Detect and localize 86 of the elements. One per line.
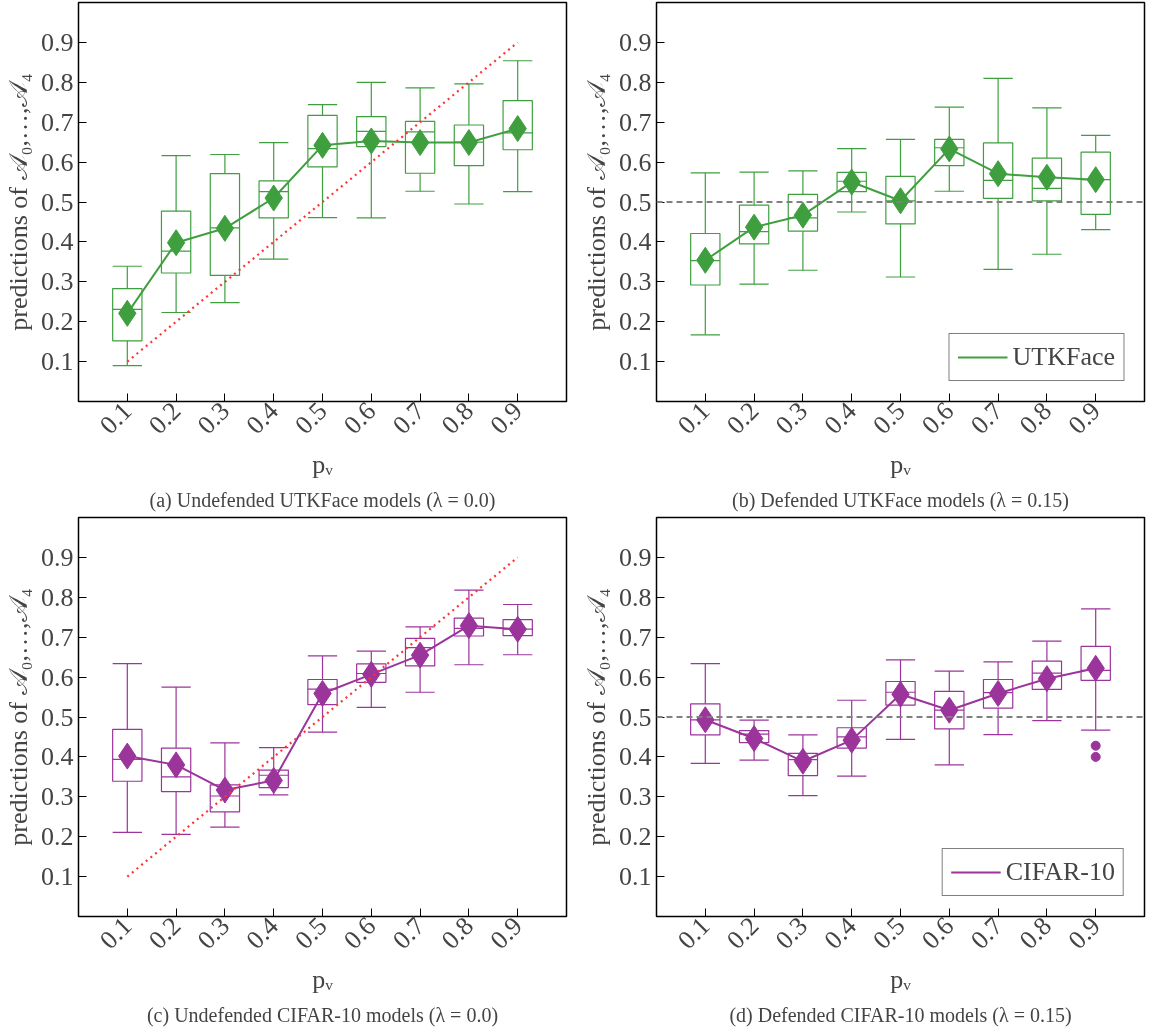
x-tick-label: 0.2 xyxy=(142,911,187,955)
y-tick-label: 0.4 xyxy=(41,742,74,772)
x-axis-title: pᵥ xyxy=(312,964,334,994)
y-tick-label: 0.4 xyxy=(619,742,652,772)
y-tick-label: 0.8 xyxy=(619,67,652,97)
x-tick-label: 0.8 xyxy=(1013,396,1058,440)
x-tick-label: 0.3 xyxy=(769,911,814,955)
y-tick-label: 0.1 xyxy=(41,347,74,377)
x-tick-label: 0.8 xyxy=(435,911,480,955)
y-axis-title: predictions of 𝒜₀,…,𝒜₄ xyxy=(582,73,611,331)
x-tick-label: 0.7 xyxy=(386,396,431,440)
y-tick-label: 0.7 xyxy=(41,107,74,137)
y-tick-label: 0.8 xyxy=(619,582,652,612)
y-tick-label: 0.6 xyxy=(619,147,652,177)
y-tick-label: 0.5 xyxy=(619,187,652,217)
x-tick-label: 0.7 xyxy=(964,396,1009,440)
y-tick-label: 0.1 xyxy=(619,862,652,892)
x-tick-label: 0.5 xyxy=(867,911,911,955)
text: (b) Defended UTKFace models (λ = 0.15) xyxy=(732,488,1069,512)
y-tick-label: 0.9 xyxy=(41,542,74,572)
x-tick-label: 0.3 xyxy=(191,396,236,440)
y-tick-label: 0.9 xyxy=(619,542,652,572)
x-tick-label: 0.1 xyxy=(672,911,716,955)
y-tick-label: 0.3 xyxy=(41,782,74,812)
legend-label: CIFAR-10 xyxy=(1005,857,1115,887)
text: (d) Defended CIFAR-10 models (λ = 0.15) xyxy=(729,1003,1072,1027)
y-tick-label: 0.4 xyxy=(619,227,652,257)
x-tick-label: 0.3 xyxy=(769,396,814,440)
x-tick-label: 0.8 xyxy=(435,396,480,440)
x-tick-label: 0.4 xyxy=(818,911,862,955)
x-tick-label: 0.8 xyxy=(1013,911,1058,955)
x-tick-label: 0.2 xyxy=(720,911,765,955)
x-axis-title: pᵥ xyxy=(312,449,334,479)
y-tick-label: 0.5 xyxy=(41,702,74,732)
x-tick-label: 0.7 xyxy=(964,911,1009,955)
y-tick-label: 0.7 xyxy=(619,107,652,137)
y-axis-title: predictions of 𝒜₀,…,𝒜₄ xyxy=(582,588,611,846)
x-tick-label: 0.9 xyxy=(1062,396,1106,440)
x-tick-label: 0.6 xyxy=(916,911,960,955)
x-tick-label: 0.6 xyxy=(338,911,382,955)
y-tick-label: 0.2 xyxy=(41,307,74,337)
y-tick-label: 0.7 xyxy=(619,622,652,652)
x-tick-label: 0.1 xyxy=(94,911,138,955)
x-tick-label: 0.4 xyxy=(240,911,284,955)
x-axis-title: pᵥ xyxy=(890,449,912,479)
y-tick-label: 0.3 xyxy=(619,267,652,297)
y-tick-label: 0.3 xyxy=(619,782,652,812)
y-tick-label: 0.2 xyxy=(41,822,74,852)
x-tick-label: 0.7 xyxy=(386,911,431,955)
y-tick-label: 0.1 xyxy=(619,347,652,377)
text: (a) Undefended UTKFace models (λ = 0.0) xyxy=(149,488,496,512)
x-tick-label: 0.4 xyxy=(240,396,284,440)
x-tick-label: 0.5 xyxy=(289,911,333,955)
y-tick-label: 0.6 xyxy=(41,147,74,177)
x-tick-label: 0.2 xyxy=(720,396,765,440)
x-tick-label: 0.2 xyxy=(142,396,187,440)
y-tick-label: 0.2 xyxy=(619,822,652,852)
y-tick-label: 0.7 xyxy=(41,622,74,652)
x-tick-label: 0.9 xyxy=(484,911,528,955)
x-tick-label: 0.9 xyxy=(484,396,528,440)
legend-label: UTKFace xyxy=(1012,342,1115,372)
y-tick-label: 0.1 xyxy=(41,862,74,892)
y-tick-label: 0.5 xyxy=(41,187,74,217)
x-tick-label: 0.1 xyxy=(94,396,138,440)
x-tick-label: 0.3 xyxy=(191,911,236,955)
y-tick-label: 0.6 xyxy=(619,662,652,692)
x-tick-label: 0.6 xyxy=(338,396,382,440)
x-tick-label: 0.5 xyxy=(289,396,333,440)
y-tick-label: 0.8 xyxy=(41,67,74,97)
x-tick-label: 0.6 xyxy=(916,396,960,440)
x-tick-label: 0.4 xyxy=(818,396,862,440)
y-tick-label: 0.4 xyxy=(41,227,74,257)
x-tick-label: 0.9 xyxy=(1062,911,1106,955)
y-tick-label: 0.9 xyxy=(619,27,652,57)
x-axis-title: pᵥ xyxy=(890,964,912,994)
y-tick-label: 0.2 xyxy=(619,307,652,337)
y-tick-label: 0.3 xyxy=(41,267,74,297)
y-tick-label: 0.5 xyxy=(619,702,652,732)
y-axis-title: predictions of 𝒜₀,…,𝒜₄ xyxy=(4,588,33,846)
x-tick-label: 0.5 xyxy=(867,396,911,440)
y-axis-title: predictions of 𝒜₀,…,𝒜₄ xyxy=(4,73,33,331)
y-tick-label: 0.8 xyxy=(41,582,74,612)
text: (c) Undefended CIFAR-10 models (λ = 0.0) xyxy=(146,1003,499,1027)
y-tick-label: 0.9 xyxy=(41,27,74,57)
x-tick-label: 0.1 xyxy=(672,396,716,440)
y-tick-label: 0.6 xyxy=(41,662,74,692)
